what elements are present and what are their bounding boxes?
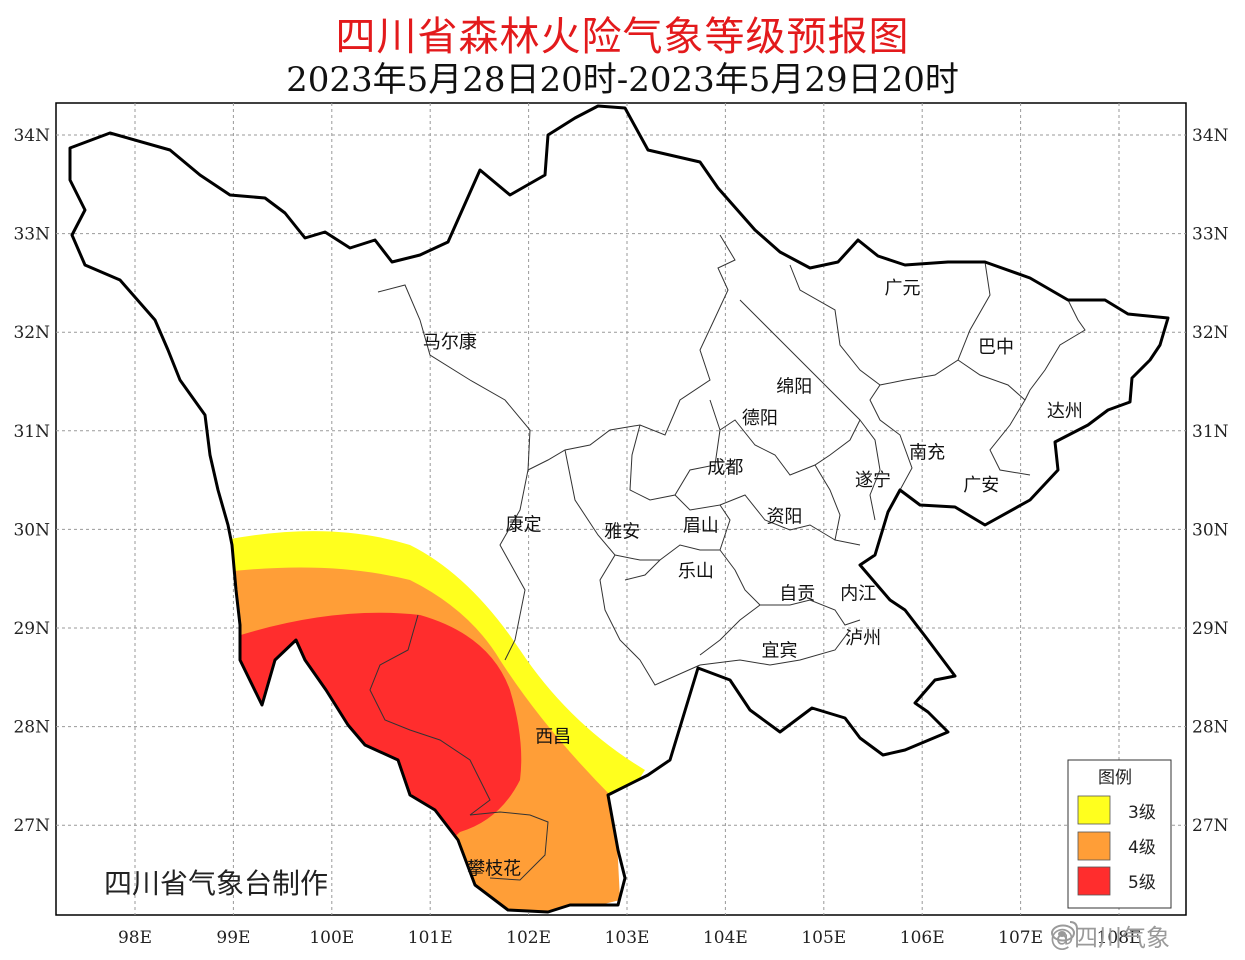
city-label: 遂宁: [855, 470, 891, 491]
city-label: 泸州: [845, 628, 881, 649]
lat-tick-label: 30N: [1192, 520, 1229, 540]
city-label: 达州: [1047, 401, 1083, 422]
lon-tick-label: 107E: [998, 928, 1043, 948]
lon-tick-label: 105E: [801, 928, 846, 948]
lat-tick-label: 34N: [1192, 126, 1229, 146]
lat-tick-label: 32N: [13, 323, 50, 343]
map-title: 四川省森林火险气象等级预报图: [335, 14, 910, 60]
lon-tick-label: 106E: [900, 928, 945, 948]
city-label: 德阳: [742, 408, 778, 429]
city-label: 康定: [506, 514, 542, 535]
legend-label-level-5: 5级: [1128, 873, 1156, 893]
city-label: 南充: [909, 442, 945, 463]
legend-swatch-level-5: [1077, 866, 1111, 896]
lat-tick-label: 29N: [13, 619, 50, 639]
city-label: 西昌: [535, 726, 571, 747]
city-label: 内江: [840, 583, 876, 604]
weibo-icon: [1051, 921, 1078, 942]
lat-tick-label: 33N: [13, 225, 50, 245]
lon-tick-label: 98E: [118, 928, 152, 948]
lat-tick-label: 32N: [1192, 323, 1229, 343]
legend-label-level-3: 3级: [1128, 803, 1156, 823]
lon-tick-label: 101E: [408, 928, 453, 948]
city-label: 马尔康: [423, 332, 477, 353]
legend-title: 图例: [1098, 768, 1132, 788]
lat-tick-label: 33N: [1192, 225, 1229, 245]
producer-credit: 四川省气象台制作: [104, 867, 329, 900]
lat-tick-label: 28N: [13, 718, 50, 738]
city-label: 宜宾: [762, 641, 798, 662]
lat-tick-label: 34N: [13, 126, 50, 146]
latitude-labels-left: 34N 33N 32N 31N 30N 29N 28N 27N: [13, 126, 50, 836]
lon-tick-label: 99E: [216, 928, 250, 948]
lat-tick-label: 30N: [13, 520, 50, 540]
lon-tick-label: 102E: [506, 928, 551, 948]
city-label: 巴中: [978, 337, 1014, 358]
lon-tick-label: 100E: [309, 928, 354, 948]
city-label: 绵阳: [776, 376, 812, 397]
city-label: 广安: [963, 475, 999, 496]
lat-tick-label: 31N: [1192, 422, 1229, 442]
lat-tick-label: 31N: [13, 422, 50, 442]
city-label: 眉山: [683, 515, 719, 536]
province-boundary: [68, 104, 1170, 914]
lat-tick-label: 28N: [1192, 718, 1229, 738]
lat-tick-label: 27N: [13, 816, 50, 836]
lon-tick-label: 103E: [605, 928, 650, 948]
lat-tick-label: 27N: [1192, 816, 1229, 836]
city-label: 资阳: [766, 507, 802, 528]
lon-tick-label: 104E: [703, 928, 748, 948]
city-label: 攀枝花: [467, 859, 521, 880]
legend-label-level-4: 4级: [1128, 838, 1156, 858]
legend-swatch-level-4: [1077, 831, 1111, 861]
city-label: 成都: [707, 457, 743, 478]
city-label: 自贡: [779, 583, 815, 604]
city-label: 乐山: [678, 561, 714, 582]
lat-tick-label: 29N: [1192, 619, 1229, 639]
latitude-labels-right: 34N 33N 32N 31N 30N 29N 28N 27N: [1192, 126, 1229, 836]
map-subtitle: 2023年5月28日20时-2023年5月29日20时: [286, 60, 959, 100]
city-label: 雅安: [604, 521, 640, 542]
longitude-labels: 98E 99E 100E 101E 102E 103E 104E 105E 106E 107E 10…: [118, 928, 1141, 948]
prefecture-boundaries: [369, 234, 1086, 881]
legend: 图例 3级 4级 5级: [1067, 759, 1172, 909]
city-label: 广元: [885, 278, 921, 299]
lon-tick-label: 108E: [1097, 928, 1142, 948]
weibo-watermark: @四川气象: [1050, 918, 1170, 953]
legend-swatch-level-3: [1077, 795, 1111, 825]
